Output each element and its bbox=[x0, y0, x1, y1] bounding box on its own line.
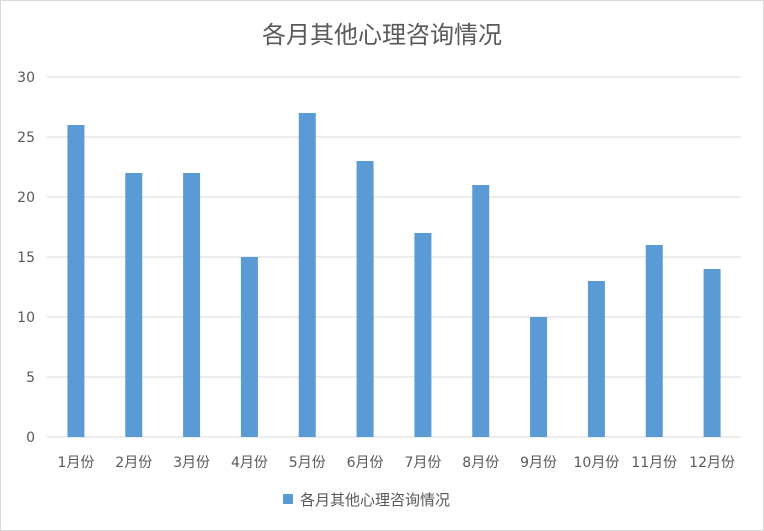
x-axis-ticks: 1月份 2月份 3月份 4月份 5月份 6月份 7月份 8月份 9月份 10月份 11月份 12月份 bbox=[57, 455, 735, 471]
bar bbox=[240, 257, 258, 437]
x-tick-label: 3月份 bbox=[173, 455, 210, 471]
y-tick-label: 20 bbox=[17, 190, 35, 206]
bar bbox=[645, 245, 663, 437]
x-tick-label: 5月份 bbox=[289, 455, 326, 471]
y-tick-label: 0 bbox=[26, 430, 35, 446]
bar-series bbox=[67, 113, 721, 437]
x-tick-label: 4月份 bbox=[231, 455, 268, 471]
y-axis-ticks: 0 5 10 15 20 25 30 bbox=[17, 70, 35, 446]
bar bbox=[703, 269, 721, 437]
x-tick-label: 1月份 bbox=[57, 455, 94, 471]
x-tick-label: 12月份 bbox=[689, 455, 735, 471]
bar bbox=[125, 173, 143, 437]
bar bbox=[183, 173, 201, 437]
y-tick-label: 30 bbox=[17, 70, 35, 86]
y-tick-label: 10 bbox=[17, 310, 35, 326]
bar bbox=[356, 161, 374, 437]
bar bbox=[414, 233, 432, 437]
bar bbox=[530, 317, 548, 437]
x-tick-label: 2月份 bbox=[115, 455, 152, 471]
y-tick-label: 25 bbox=[17, 130, 35, 146]
x-tick-label: 11月份 bbox=[631, 455, 677, 471]
chart-title: 各月其他心理咨询情况 bbox=[262, 21, 502, 49]
legend: 各月其他心理咨询情况 bbox=[283, 491, 450, 509]
y-tick-label: 5 bbox=[26, 370, 35, 386]
x-tick-label: 8月份 bbox=[462, 455, 499, 471]
bar bbox=[67, 125, 85, 437]
bar bbox=[587, 281, 605, 437]
bar bbox=[298, 113, 316, 437]
bar bbox=[472, 185, 490, 437]
x-tick-label: 10月份 bbox=[574, 455, 620, 471]
x-tick-label: 9月份 bbox=[520, 455, 557, 471]
x-tick-label: 6月份 bbox=[347, 455, 384, 471]
gridlines bbox=[47, 76, 741, 438]
legend-label: 各月其他心理咨询情况 bbox=[300, 491, 450, 509]
legend-swatch bbox=[283, 494, 293, 504]
y-tick-label: 15 bbox=[17, 250, 35, 266]
x-tick-label: 7月份 bbox=[404, 455, 441, 471]
